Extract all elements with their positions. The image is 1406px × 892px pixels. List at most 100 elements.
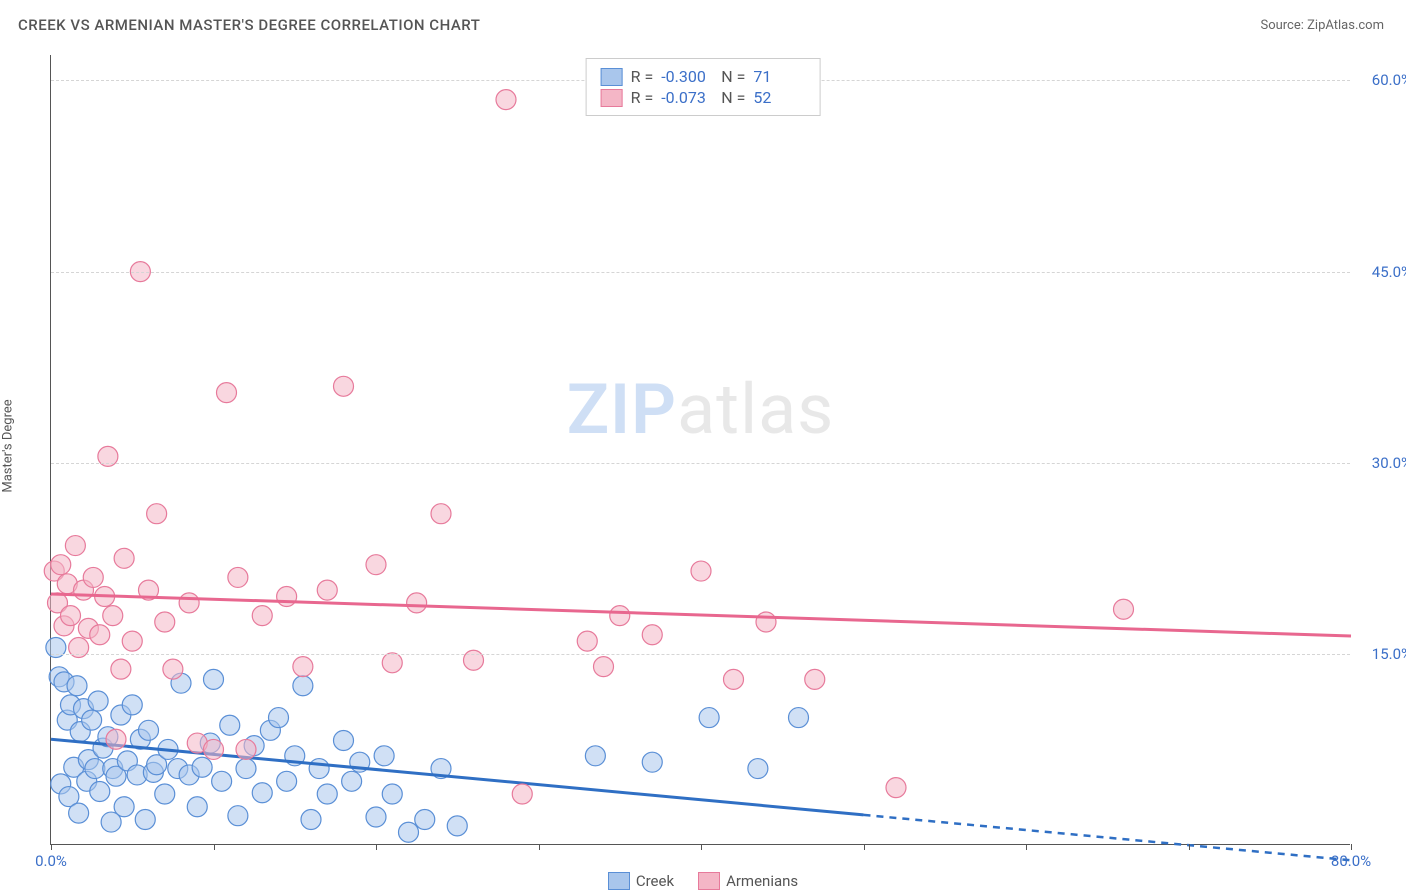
legend-stat-row: R =-0.300N =71	[601, 67, 806, 86]
x-tick-label: 0.0%	[35, 852, 67, 870]
scatter-point	[220, 715, 240, 735]
scatter-point	[399, 822, 419, 842]
scatter-point	[114, 797, 134, 817]
scatter-point	[61, 606, 81, 626]
scatter-point	[1114, 599, 1134, 619]
scatter-point	[122, 631, 142, 651]
legend-swatch	[698, 872, 720, 890]
scatter-point	[85, 759, 105, 779]
scatter-point	[228, 567, 248, 587]
series-legend: Creek Armenians	[0, 872, 1406, 890]
scatter-point	[789, 708, 809, 728]
scatter-point	[155, 612, 175, 632]
scatter-point	[886, 778, 906, 798]
grid-line	[51, 654, 1350, 655]
scatter-point	[293, 657, 313, 677]
grid-line	[51, 272, 1350, 273]
scatter-point	[90, 781, 110, 801]
r-value: -0.073	[661, 88, 713, 107]
scatter-point	[139, 720, 159, 740]
scatter-point	[585, 746, 605, 766]
grid-line	[51, 463, 1350, 464]
scatter-point	[228, 806, 248, 826]
scatter-point	[366, 555, 386, 575]
scatter-point	[122, 695, 142, 715]
plot-svg	[51, 55, 1350, 844]
scatter-point	[594, 657, 614, 677]
scatter-point	[155, 784, 175, 804]
source-label: Source: ZipAtlas.com	[1260, 18, 1384, 33]
scatter-point	[90, 625, 110, 645]
y-tick-label: 45.0%	[1357, 263, 1406, 281]
scatter-point	[382, 784, 402, 804]
x-tick	[1351, 844, 1352, 850]
scatter-point	[756, 612, 776, 632]
scatter-point	[317, 580, 337, 600]
scatter-point	[512, 784, 532, 804]
scatter-point	[496, 90, 516, 110]
scatter-point	[334, 376, 354, 396]
scatter-point	[334, 731, 354, 751]
scatter-point	[114, 548, 134, 568]
scatter-point	[204, 669, 224, 689]
scatter-point	[366, 807, 386, 827]
x-tick	[701, 844, 702, 850]
y-tick-label: 30.0%	[1357, 454, 1406, 472]
legend-swatch	[601, 68, 623, 86]
plot-area: ZIPatlas 15.0%30.0%45.0%60.0%0.0%80.0%	[50, 55, 1350, 845]
trend-line-solid	[51, 594, 1351, 636]
r-value: -0.300	[661, 67, 713, 86]
scatter-point	[269, 708, 289, 728]
scatter-point	[342, 771, 362, 791]
scatter-point	[88, 691, 108, 711]
x-tick	[376, 844, 377, 850]
legend-item: Creek	[608, 872, 674, 890]
x-tick	[1026, 844, 1027, 850]
legend-label: Armenians	[726, 872, 798, 890]
scatter-point	[69, 803, 89, 823]
scatter-point	[374, 746, 394, 766]
legend-label: Creek	[636, 872, 674, 890]
scatter-point	[252, 783, 272, 803]
scatter-point	[83, 567, 103, 587]
scatter-point	[106, 729, 126, 749]
n-value: 52	[753, 88, 805, 107]
legend-item: Armenians	[698, 872, 798, 890]
scatter-point	[82, 710, 102, 730]
n-value: 71	[753, 67, 805, 86]
scatter-point	[111, 659, 131, 679]
scatter-point	[212, 771, 232, 791]
x-tick	[214, 844, 215, 850]
scatter-point	[317, 784, 337, 804]
trend-line-dashed	[864, 815, 1352, 860]
scatter-point	[577, 631, 597, 651]
legend-swatch	[601, 89, 623, 107]
scatter-point	[301, 810, 321, 830]
scatter-point	[277, 587, 297, 607]
x-tick-label: 80.0%	[1331, 852, 1371, 870]
scatter-point	[293, 676, 313, 696]
scatter-point	[699, 708, 719, 728]
legend-stat-row: R =-0.073N =52	[601, 88, 806, 107]
scatter-point	[642, 752, 662, 772]
scatter-point	[204, 739, 224, 759]
x-tick	[539, 844, 540, 850]
scatter-point	[748, 759, 768, 779]
legend-swatch	[608, 872, 630, 890]
scatter-point	[252, 606, 272, 626]
scatter-point	[805, 669, 825, 689]
scatter-point	[236, 739, 256, 759]
x-tick	[51, 844, 52, 850]
scatter-point	[724, 669, 744, 689]
scatter-point	[179, 593, 199, 613]
scatter-point	[447, 816, 467, 836]
scatter-point	[51, 555, 71, 575]
scatter-point	[147, 504, 167, 524]
scatter-point	[163, 659, 183, 679]
scatter-point	[642, 625, 662, 645]
y-axis-label: Master's Degree	[1, 399, 16, 492]
scatter-point	[236, 759, 256, 779]
scatter-point	[103, 606, 123, 626]
scatter-point	[309, 759, 329, 779]
scatter-point	[65, 536, 85, 556]
